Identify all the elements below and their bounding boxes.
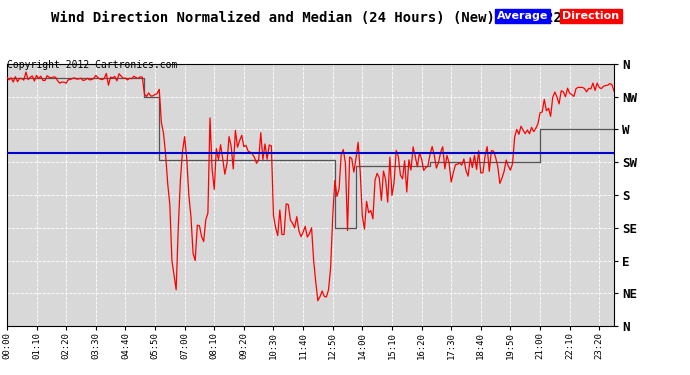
Text: Direction: Direction	[562, 11, 620, 21]
Text: Wind Direction Normalized and Median (24 Hours) (New) 20121228: Wind Direction Normalized and Median (24…	[51, 11, 570, 25]
Text: Copyright 2012 Cartronics.com: Copyright 2012 Cartronics.com	[7, 60, 177, 70]
Text: Average: Average	[497, 11, 548, 21]
